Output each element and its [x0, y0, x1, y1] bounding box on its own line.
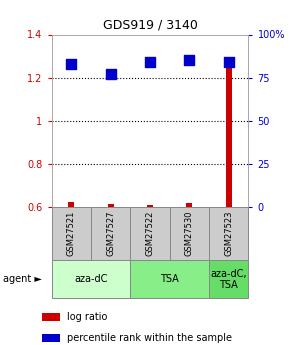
Bar	[42, 313, 59, 321]
Bar	[42, 334, 59, 342]
FancyBboxPatch shape	[130, 207, 170, 260]
Text: TSA: TSA	[160, 275, 179, 284]
Point	[187, 58, 192, 63]
Text: GSM27527: GSM27527	[106, 211, 115, 256]
Text: GSM27523: GSM27523	[224, 211, 233, 256]
FancyBboxPatch shape	[209, 260, 248, 298]
FancyBboxPatch shape	[52, 207, 91, 260]
Title: GDS919 / 3140: GDS919 / 3140	[102, 19, 198, 32]
Text: percentile rank within the sample: percentile rank within the sample	[67, 333, 232, 343]
Point	[148, 59, 152, 65]
Point	[108, 71, 113, 77]
Text: aza-dC,
TSA: aza-dC, TSA	[211, 269, 247, 290]
Bar	[226, 59, 232, 207]
Text: log ratio: log ratio	[67, 312, 108, 322]
Bar	[147, 205, 153, 207]
Text: GSM27522: GSM27522	[145, 211, 155, 256]
Bar	[108, 204, 114, 207]
Text: GSM27530: GSM27530	[185, 211, 194, 256]
Bar	[186, 203, 192, 207]
Bar	[68, 201, 74, 207]
FancyBboxPatch shape	[91, 207, 130, 260]
FancyBboxPatch shape	[130, 260, 209, 298]
Point	[69, 61, 74, 67]
Text: agent ►: agent ►	[3, 275, 42, 284]
FancyBboxPatch shape	[52, 260, 130, 298]
Point	[226, 59, 231, 65]
Text: GSM27521: GSM27521	[67, 211, 76, 256]
FancyBboxPatch shape	[209, 207, 248, 260]
FancyBboxPatch shape	[170, 207, 209, 260]
Text: aza-dC: aza-dC	[74, 275, 108, 284]
